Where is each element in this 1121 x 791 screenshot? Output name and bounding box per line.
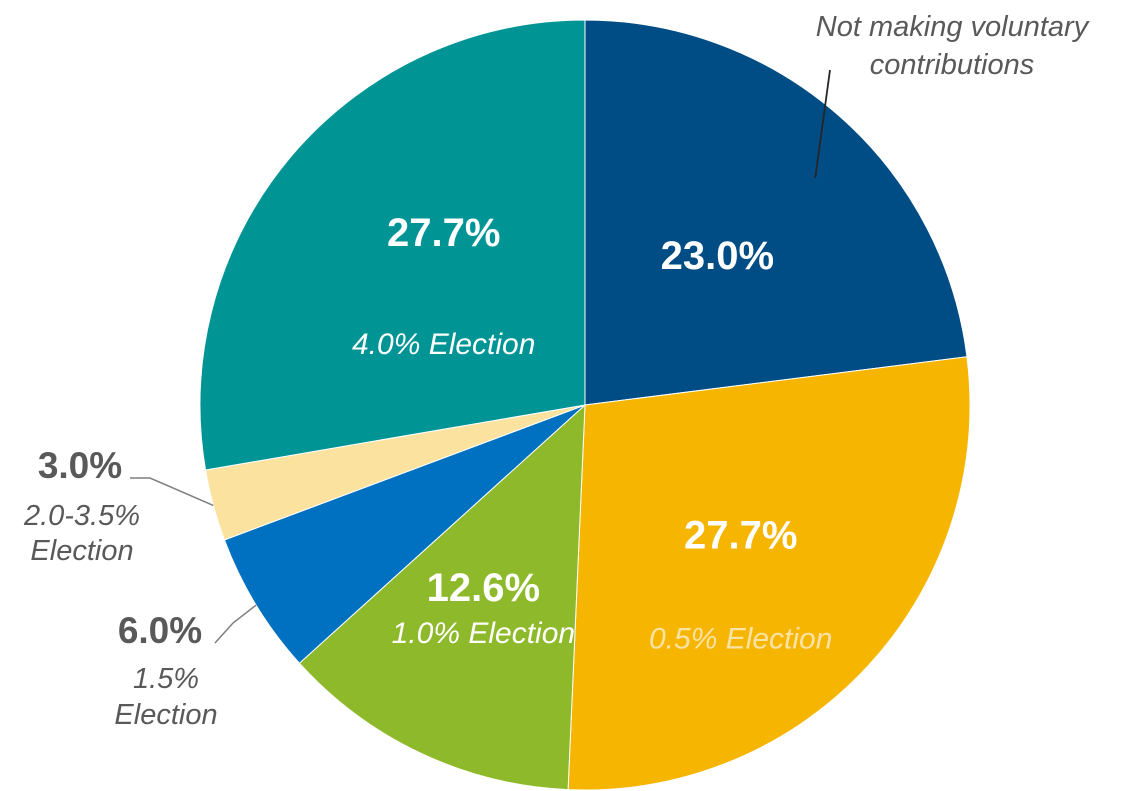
slice-1-callout: Not making voluntary contributions xyxy=(816,11,1090,81)
slice-5-value-label: 3.0% xyxy=(38,445,122,486)
slice-5-sub-label: 2.0-3.5% Election xyxy=(23,500,140,567)
slice-4-sub-label: 1.5% Election xyxy=(114,663,217,731)
slice-6-value-label: 27.7% xyxy=(387,211,500,255)
pie-slice-4 xyxy=(223,404,586,664)
slice-3-sub-label: 1.0% Election xyxy=(392,617,575,650)
pie-slice-1 xyxy=(584,19,968,406)
slice-4-leader-line xyxy=(214,604,257,644)
slice-2-sub-label: 0.5% Election xyxy=(649,622,832,655)
pie-slice-2 xyxy=(567,356,971,791)
slice-5-leader-line xyxy=(130,477,214,507)
slice-2-value-label: 27.7% xyxy=(684,513,797,557)
slice-6-sub-label: 4.0% Election xyxy=(352,328,535,361)
pie-slice-6 xyxy=(199,19,586,471)
pie-slice-3 xyxy=(298,403,586,791)
slice-3-value-label: 12.6% xyxy=(427,566,540,610)
slice-1-leader-line xyxy=(814,69,831,179)
slice-1-value-label: 23.0% xyxy=(661,234,774,278)
slice-4-value-label: 6.0% xyxy=(118,610,202,651)
